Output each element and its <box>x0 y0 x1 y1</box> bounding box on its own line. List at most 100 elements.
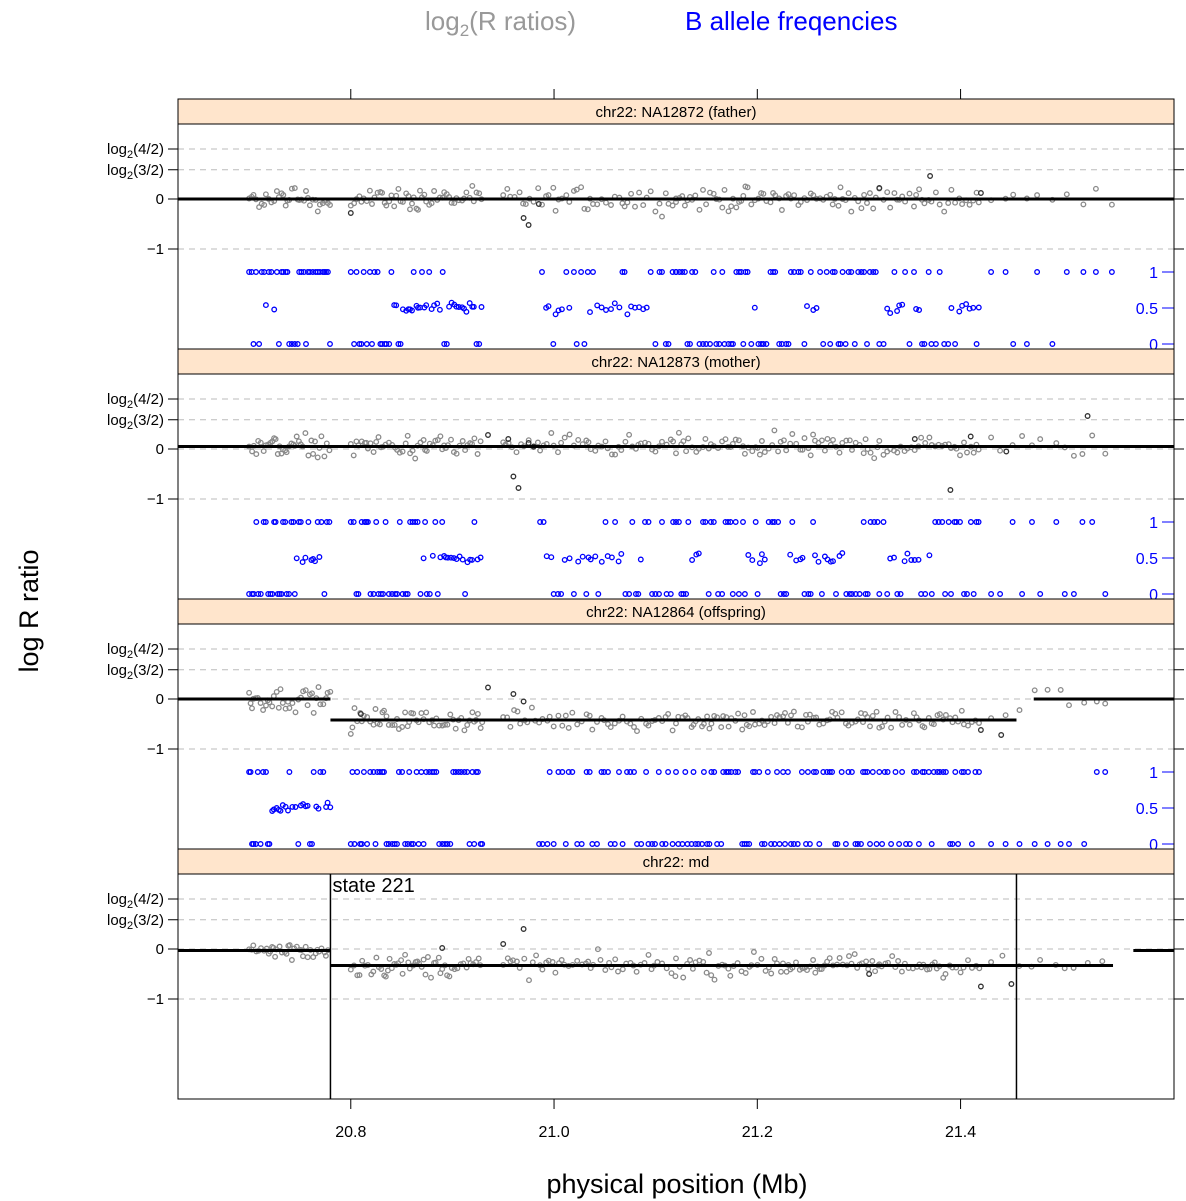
logr-point <box>539 966 546 973</box>
baf-point <box>288 519 295 525</box>
logr-point <box>574 721 581 728</box>
baf-point <box>453 303 460 310</box>
logr-point <box>703 969 710 976</box>
logr-point <box>594 946 601 953</box>
logr-point <box>607 724 614 731</box>
baf-point <box>659 841 666 847</box>
baf-point <box>928 591 935 597</box>
logr-point <box>711 713 718 719</box>
baf-point <box>396 519 403 525</box>
baf-point <box>750 769 756 775</box>
baf-point <box>395 769 402 775</box>
baf-point <box>540 519 547 525</box>
baf-point <box>871 519 878 525</box>
baf-point <box>904 550 911 557</box>
logr-point <box>385 721 392 728</box>
baf-point <box>306 841 313 847</box>
logr-point <box>826 955 833 962</box>
baf-point <box>284 269 291 275</box>
logr-point <box>771 427 778 434</box>
logr-point <box>673 720 679 727</box>
baf-point <box>584 269 591 275</box>
baf-point <box>775 519 782 525</box>
baf-point <box>320 769 327 775</box>
baf-point <box>780 591 787 597</box>
logr-point <box>615 968 621 975</box>
baf-point <box>616 304 623 311</box>
baf-point <box>758 841 765 847</box>
x-axis-label: physical position (Mb) <box>546 1169 807 1199</box>
logr-point <box>257 700 264 706</box>
logr-point <box>563 192 570 199</box>
baf-point <box>285 807 291 814</box>
logr-point <box>652 448 659 455</box>
baf-point <box>327 804 334 811</box>
logr-point <box>675 429 682 436</box>
logr-point <box>404 432 411 439</box>
baf-point <box>444 841 451 847</box>
baf-point <box>829 269 836 275</box>
baf-point <box>420 841 427 847</box>
baf-point <box>619 841 626 847</box>
logr-point <box>461 727 468 734</box>
baf-point <box>271 306 278 313</box>
baf-point <box>1079 519 1086 525</box>
logr-point <box>546 713 553 720</box>
baf-point <box>961 591 967 597</box>
logr-point <box>1037 436 1044 443</box>
baf-point <box>880 341 887 347</box>
logr-point <box>668 970 675 977</box>
baf-point <box>291 341 298 347</box>
logr-point <box>906 190 913 197</box>
logr-point <box>683 448 690 455</box>
baf-point <box>870 269 877 275</box>
baf-point <box>948 591 954 597</box>
logr-point <box>806 711 813 718</box>
logr-point <box>652 208 659 215</box>
logr-point-dark <box>911 436 918 442</box>
logr-point <box>565 724 572 731</box>
logr-point <box>302 687 309 694</box>
baf-point <box>711 769 718 775</box>
baf-point <box>643 304 650 311</box>
logr-point <box>327 202 333 208</box>
baf-point <box>292 804 299 810</box>
baf-point <box>306 269 313 275</box>
y-tick-label: log2(3/2) <box>107 412 164 432</box>
baf-point <box>922 591 929 597</box>
logr-point <box>424 954 431 960</box>
logr-point <box>762 967 769 974</box>
baf-point <box>700 519 706 525</box>
baf-point <box>729 591 736 597</box>
baf-point <box>725 769 732 775</box>
logr-point <box>942 971 949 977</box>
baf-point <box>466 300 473 307</box>
x-axis: 20.8 21.0 21.2 21.4 <box>335 89 976 1141</box>
x-tick-label: 20.8 <box>335 1124 366 1141</box>
logr-point <box>1099 958 1106 965</box>
baf-point <box>369 341 375 347</box>
logr-point <box>528 704 535 711</box>
baf-point <box>952 769 959 775</box>
baf-point <box>550 341 557 347</box>
baf-point <box>408 841 415 847</box>
logr-point <box>876 437 883 444</box>
baf-point <box>848 269 855 275</box>
logr-point <box>829 201 836 208</box>
baf-point <box>683 591 690 597</box>
baf-point <box>433 769 440 775</box>
logr-point-dark <box>876 185 883 191</box>
y-tick-label-base: log <box>107 162 127 179</box>
logr-point <box>559 722 566 729</box>
baf-point <box>867 519 874 525</box>
logr-point-dark <box>520 215 527 221</box>
baf-point <box>812 552 818 559</box>
logr-point <box>608 451 615 458</box>
baf-point <box>323 519 330 525</box>
logr-point <box>864 200 870 206</box>
baf-point <box>318 519 325 525</box>
logr-point <box>1080 201 1087 208</box>
baf-tick-label: 0 <box>1149 837 1158 854</box>
baf-point <box>626 591 633 597</box>
baf-point <box>304 802 311 809</box>
